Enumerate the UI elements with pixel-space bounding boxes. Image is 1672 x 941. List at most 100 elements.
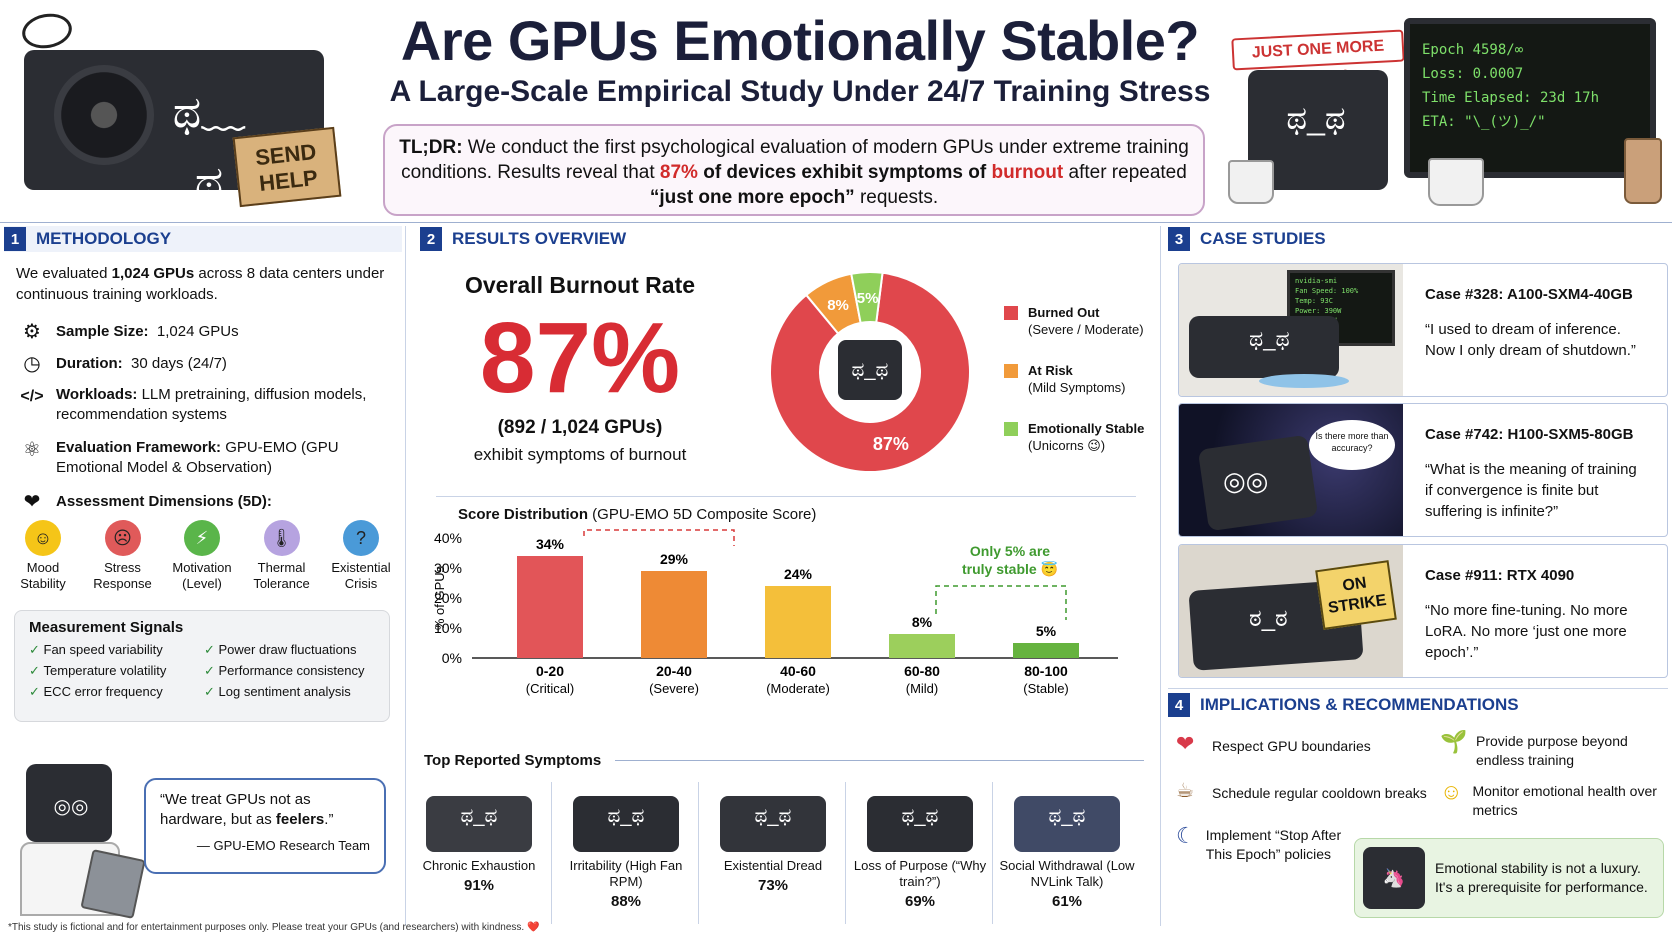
coffee-mug-icon [1228,160,1274,204]
y-tick-label: 30% [434,560,462,576]
smiley-icon: ☺ [1440,779,1463,804]
stable-annotation-line: truly stable 😇 [962,560,1058,577]
donut-data-label: 8% [827,297,849,314]
symptom-percent: 69% [904,893,936,910]
code-icon: </> [20,388,44,405]
implication-text: Schedule regular cooldown breaks [1212,785,1427,801]
section-title: RESULTS OVERVIEW [452,229,627,248]
x-tick-sublabel: (Critical) [526,681,574,696]
intro-text-2: across 8 data centers under continuous t… [16,265,385,303]
quote-end: .” [324,811,334,828]
tldr-quote: “just one more epoch” [649,187,855,208]
signal-item: Performance consistency [204,663,394,679]
heart-icon: ❤ [1176,731,1195,756]
donut-data-label: 87% [873,434,909,454]
callout-text: Emotional stability is not a luxury. It'… [1435,860,1648,895]
bar [765,586,831,658]
terminal-line: ETA: "\_(ツ)_/" [1422,114,1546,130]
symptom-percent: 61% [1051,893,1083,910]
glasses-icon: ◎◎ [53,796,89,818]
moon-icon: ☾ [1176,823,1196,848]
bar-value-label: 5% [1036,623,1057,639]
symptom-card: ಥ_ಥ Irritability (High Fan RPM) 88% [553,780,699,910]
section-number: 1 [4,227,26,251]
y-tick-label: 20% [434,590,462,606]
case-quote: “What is the meaning of training if conv… [1425,461,1637,520]
smiley-face-icon: ☺ [25,520,61,556]
symptom-card: ಥ_ಥ Loss of Purpose (“Why train?”) 69% [847,780,993,910]
legend-label: At Risk [1028,363,1073,378]
case-study-card: nvidia-smi Fan Speed: 100% Temp: 93C Pow… [1178,263,1668,397]
implication-text: Respect GPU boundaries [1212,738,1371,754]
thought-bubble: Is there more than accuracy? [1309,420,1395,470]
lightning-icon: ⚡ [184,520,220,556]
x-tick-sublabel: (Severe) [649,681,699,696]
dimension-label: Mood Stability [20,560,66,591]
section-title: IMPLICATIONS & RECOMMENDATIONS [1200,695,1519,714]
dimension-item: 🌡 Thermal Tolerance [243,520,321,592]
intro-bold: 1,024 GPUs [111,265,195,282]
row-value: LLM pretraining, diffusion models, recom… [56,386,367,423]
section-title: CASE STUDIES [1200,229,1326,248]
section-number: 4 [1168,693,1190,717]
dimension-list: ☺ Mood Stability ☹ Stress Response ⚡ Motiva… [4,520,400,592]
x-tick-sublabel: (Moderate) [766,681,830,696]
tldr-label: TL;DR: [399,137,463,158]
symptoms-title: Top Reported Symptoms [424,752,602,769]
bar-value-label: 8% [912,614,933,630]
row-label: Assessment Dimensions (5D): [56,493,272,510]
symptom-divider [845,782,846,924]
symptom-name: Chronic Exhaustion [422,858,536,873]
monitor-line: Temp: 93C [1295,297,1333,305]
scribble-icon [19,9,75,53]
bar [641,571,707,658]
burnout-summary: Overall Burnout Rate 87% (892 / 1,024 GP… [430,272,730,465]
section-number: 3 [1168,227,1190,251]
framework-row: ⚛ Evaluation Framework: GPU-EMO (GPU Emo… [18,436,398,478]
footnote: *This study is fictional and for enterta… [8,922,540,933]
on-strike-sign: ON STRIKE [1315,560,1397,630]
implication-item: 🌱 Provide purpose beyond endless training [1440,731,1666,770]
burnout-title: Overall Burnout Rate [464,272,696,298]
row-label: Duration: [56,355,123,372]
tldr-text: We conduct the first psychological evalu… [401,137,1189,183]
symptom-name: Existential Dread [723,858,823,873]
puddle-icon [1259,374,1349,388]
row-label: Sample Size: [56,323,149,340]
coffee-cup-icon [1624,138,1662,204]
implication-text: Implement “Stop After This Epoch” polici… [1205,827,1342,862]
donut-slice [769,271,971,473]
section-number: 2 [420,227,442,251]
measurement-signals-box: Measurement Signals Fan speed variabilit… [14,610,390,722]
tldr-burnout: burnout [991,162,1064,183]
duration-row: ◷ Duration: 30 days (24/7) [18,350,398,378]
monitor-line: Power: 390W [1295,307,1342,315]
y-tick-label: 0% [442,650,462,666]
burnout-count: (892 / 1,024 GPUs) [497,417,663,438]
case-quote: “No more fine-tuning. No more LoRA. No m… [1425,602,1628,661]
legend-item: At Risk (Mild Symptoms) [1004,362,1154,396]
tldr-text-3: after repeated [1063,162,1187,183]
symptom-percent: 88% [610,893,642,910]
severe-bracket [583,529,735,546]
burnout-percent: 87% [479,302,681,414]
donut-legend: Burned Out (Severe / Moderate) At Risk (Mi… [1004,304,1154,454]
clock-icon: ◷ [23,353,41,375]
dimension-label: Existential Crisis [331,560,391,591]
dimension-label: Stress Response [93,560,152,591]
legend-sub: (Unicorns 😉) [1028,438,1106,453]
bar-value-label: 24% [784,566,813,582]
page-title: Are GPUs Emotionally Stable? [400,9,1200,72]
bar-chart-title: Score Distribution (GPU-EMO 5D Composite… [458,506,816,523]
intro-text: We evaluated [16,265,112,282]
x-tick-label: 20-40 [656,663,692,679]
monitor-line: nvidia-smi [1295,277,1338,285]
donut-center-gpu: ಥ_ಥ [822,322,918,418]
row-value: GPU-EMO (GPU Emotional Model & Observati… [56,439,339,476]
symptom-name: Irritability (High Fan RPM) [569,858,683,889]
row-label: Workloads: [56,386,138,403]
row-value: 1,024 GPUs [156,323,239,340]
chart-title-rest: (GPU-EMO 5D Composite Score) [588,506,817,523]
symptom-divider [992,782,993,924]
y-tick-label: 40% [434,530,462,546]
